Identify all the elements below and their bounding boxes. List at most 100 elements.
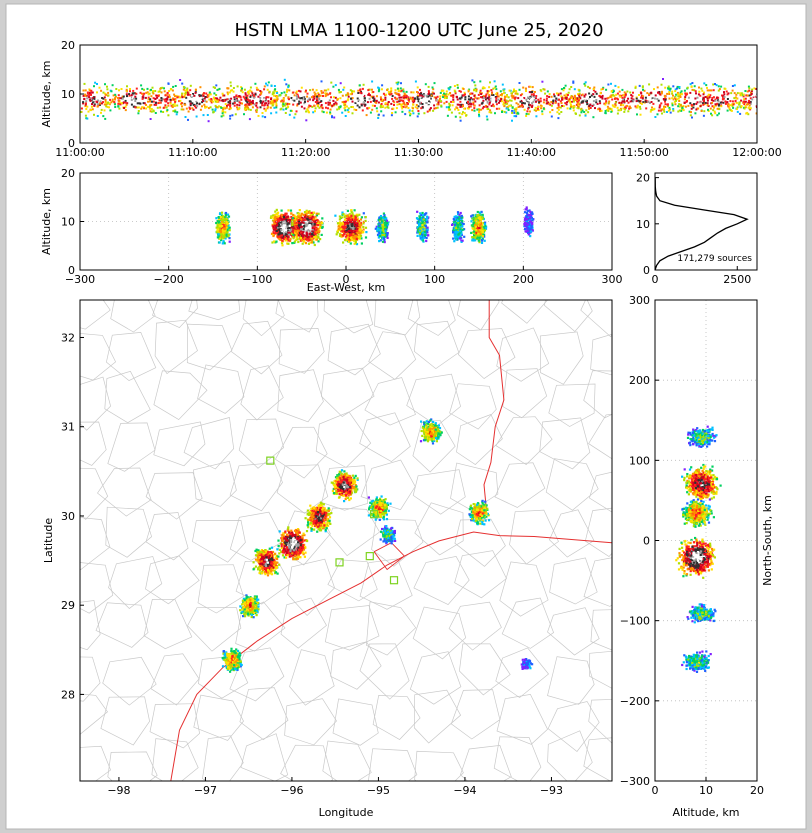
source-mark (305, 234, 308, 237)
source-mark (702, 100, 705, 103)
source-mark (158, 102, 161, 104)
source-mark (642, 101, 645, 104)
source-mark (696, 96, 699, 99)
source-mark (243, 108, 246, 111)
source-mark (578, 97, 581, 100)
source-mark (125, 93, 128, 96)
source-mark (104, 92, 107, 95)
source-mark (355, 225, 358, 228)
source-mark (653, 88, 655, 91)
source-mark (248, 118, 251, 121)
source-mark (397, 90, 400, 92)
source-mark (144, 96, 147, 99)
source-mark (256, 106, 259, 109)
source-mark (178, 100, 181, 103)
source-mark (214, 86, 216, 89)
source-mark (151, 86, 154, 89)
source-mark (403, 96, 406, 99)
source-mark (485, 93, 488, 96)
source-mark (588, 107, 590, 110)
source-mark (317, 236, 320, 239)
source-mark (160, 99, 163, 102)
source-mark (531, 104, 534, 107)
source-mark (295, 95, 298, 97)
source-mark (91, 103, 93, 106)
source-mark (346, 209, 349, 212)
source-mark (315, 236, 318, 239)
source-mark (503, 92, 505, 95)
source-mark (283, 228, 286, 231)
source-mark (668, 97, 671, 100)
source-mark (512, 95, 515, 98)
source-mark (80, 111, 82, 113)
source-mark (394, 111, 397, 114)
source-mark (172, 85, 175, 88)
source-mark (433, 96, 436, 99)
source-mark (156, 96, 159, 99)
source-mark (607, 101, 610, 104)
source-mark (221, 92, 224, 95)
source-mark (165, 110, 168, 113)
source-mark (626, 104, 629, 107)
source-mark (470, 98, 473, 101)
source-mark (347, 224, 350, 228)
source-mark (503, 88, 506, 91)
source-mark (311, 213, 314, 216)
source-mark (277, 218, 280, 221)
source-mark (184, 103, 187, 106)
source-mark (389, 93, 392, 96)
source-mark (169, 98, 172, 101)
source-mark (395, 107, 398, 110)
source-mark (570, 105, 572, 108)
source-mark (703, 110, 706, 113)
source-mark (205, 92, 208, 95)
source-mark (273, 106, 276, 109)
source-mark (360, 242, 363, 245)
source-mark (706, 102, 709, 105)
source-mark (111, 84, 114, 87)
source-mark (314, 229, 318, 232)
source-mark (344, 103, 347, 106)
source-mark (270, 112, 273, 115)
source-mark (557, 102, 560, 105)
source-mark (654, 94, 657, 97)
source-mark (298, 220, 301, 223)
source-mark (135, 87, 138, 90)
source-mark (724, 87, 727, 90)
source-mark (218, 220, 221, 223)
source-mark (315, 224, 318, 227)
source-mark (568, 88, 571, 91)
source-mark (373, 99, 376, 102)
source-mark (357, 99, 360, 101)
source-mark (191, 107, 194, 110)
source-mark (284, 102, 287, 105)
source-mark (718, 88, 721, 91)
source-mark (282, 105, 284, 108)
source-mark (745, 94, 748, 97)
source-mark (711, 105, 714, 108)
source-mark (502, 89, 505, 92)
source-mark (735, 97, 738, 100)
source-mark (427, 96, 430, 99)
source-mark (389, 90, 392, 93)
source-mark (294, 231, 297, 235)
source-mark (675, 98, 678, 101)
source-mark (608, 107, 611, 110)
source-mark (348, 237, 351, 241)
source-mark (755, 112, 757, 115)
source-mark (291, 224, 294, 227)
source-mark (126, 102, 129, 105)
source-mark (300, 214, 303, 217)
source-mark (187, 110, 190, 113)
source-mark (224, 237, 227, 240)
source-mark (125, 103, 128, 106)
source-mark (309, 89, 312, 92)
source-mark (149, 98, 152, 101)
source-mark (528, 110, 531, 113)
source-mark (351, 238, 354, 241)
source-mark (402, 100, 405, 102)
source-mark (307, 236, 310, 239)
source-mark (377, 90, 380, 93)
source-mark (664, 95, 667, 98)
source-mark (649, 110, 652, 113)
